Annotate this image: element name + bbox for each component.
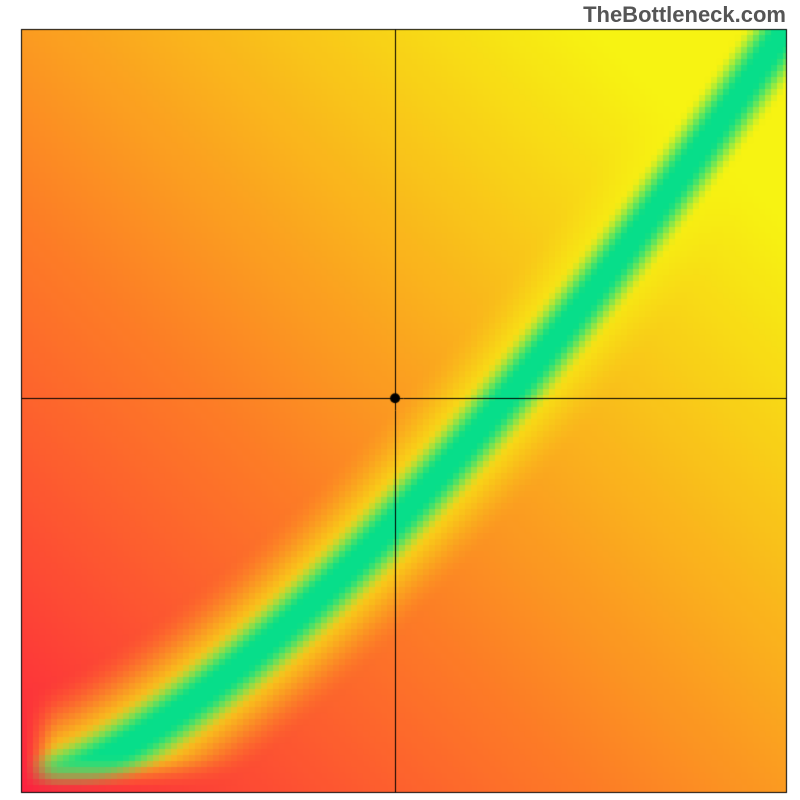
bottleneck-heatmap-chart bbox=[0, 0, 800, 800]
chart-container: TheBottleneck.com bbox=[0, 0, 800, 800]
watermark-label: TheBottleneck.com bbox=[583, 2, 786, 28]
